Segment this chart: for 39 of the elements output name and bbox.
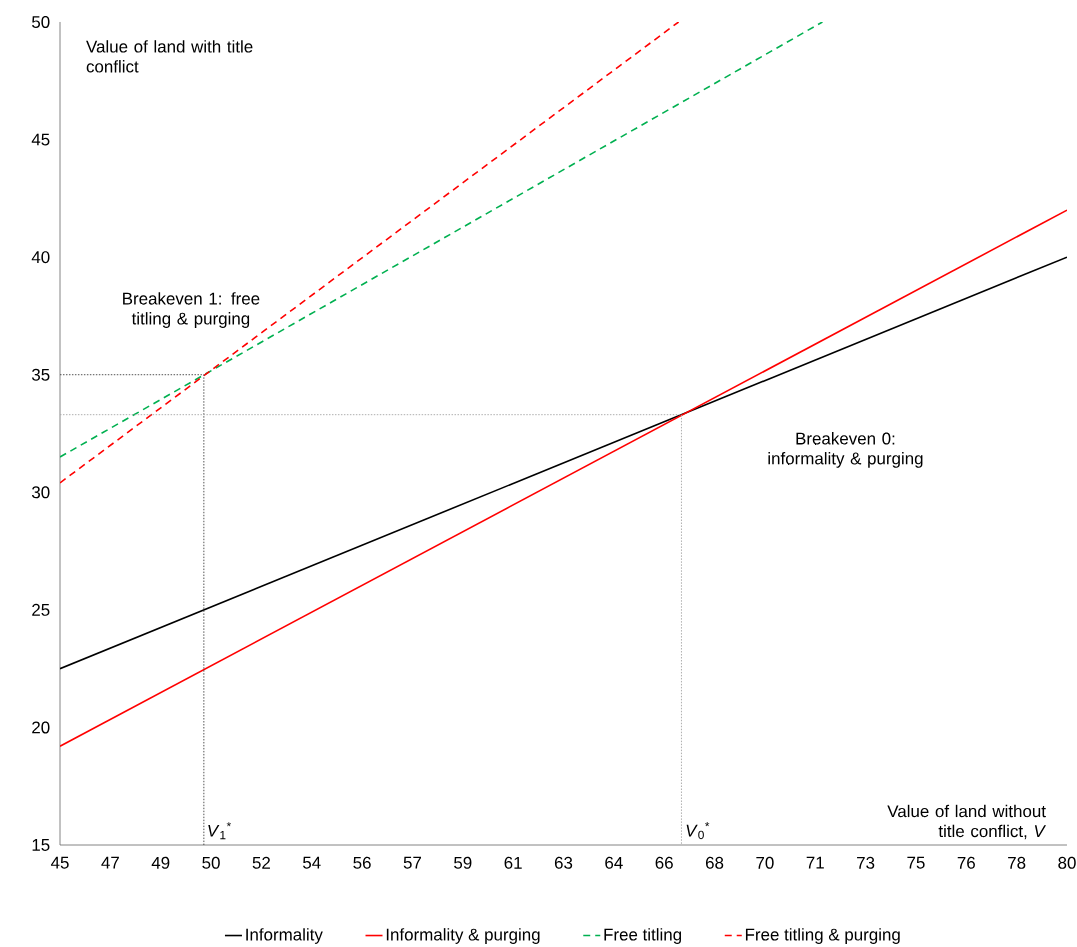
- x-tick-label: 45: [50, 856, 69, 869]
- x-tick-label: 78: [1008, 856, 1026, 869]
- legend-label: Informality: [246, 928, 323, 944]
- x-tick-label: 73: [857, 856, 875, 869]
- y-tick-label: 40: [31, 251, 50, 264]
- x-tick-label: 56: [353, 856, 371, 869]
- x-tick-label: 75: [907, 856, 925, 869]
- annotation: V$_{1}$*: [208, 822, 231, 840]
- x-tick-label: 57: [403, 856, 422, 869]
- annotation: Breakeven 0: informality & purging: [768, 432, 923, 468]
- x-tick-label: 76: [957, 856, 975, 869]
- y-tick-label: 50: [32, 15, 50, 28]
- legend-label: Informality & purging: [386, 928, 540, 944]
- annotation: Breakeven 1: free titling & purging: [123, 292, 260, 328]
- y-tick-label: 15: [32, 839, 50, 851]
- y-tick-label: 35: [31, 368, 50, 381]
- x-tick-label: 63: [554, 856, 573, 869]
- x-tick-label: 66: [655, 856, 673, 869]
- y-axis-title: Value of land with title conflict: [86, 40, 253, 73]
- y-tick-label: 45: [31, 133, 50, 146]
- y-tick-label: 30: [31, 486, 50, 499]
- x-tick-label: 71: [806, 856, 824, 869]
- x-tick-label: 80: [1058, 856, 1076, 869]
- annotation: V$_{0}$*: [686, 822, 710, 840]
- x-tick-label: 54: [303, 856, 321, 869]
- y-tick-label: 25: [32, 603, 50, 616]
- x-tick-label: 70: [756, 856, 774, 869]
- x-tick-label: 59: [454, 856, 472, 869]
- legend-label: Free titling & purging: [745, 928, 900, 944]
- y-tick-label: 20: [32, 721, 50, 734]
- x-tick-label: 61: [504, 856, 522, 869]
- x-tick-label: 64: [605, 856, 623, 869]
- x-tick-label: 68: [705, 856, 724, 869]
- x-tick-label: 47: [101, 856, 119, 869]
- x-tick-label: 52: [252, 856, 270, 869]
- x-tick-label: 49: [151, 856, 170, 869]
- x-tick-label: 50: [202, 856, 220, 869]
- x-axis-title: Value of land without title conflict, V: [887, 804, 1047, 840]
- legend-label: Free titling: [604, 928, 682, 944]
